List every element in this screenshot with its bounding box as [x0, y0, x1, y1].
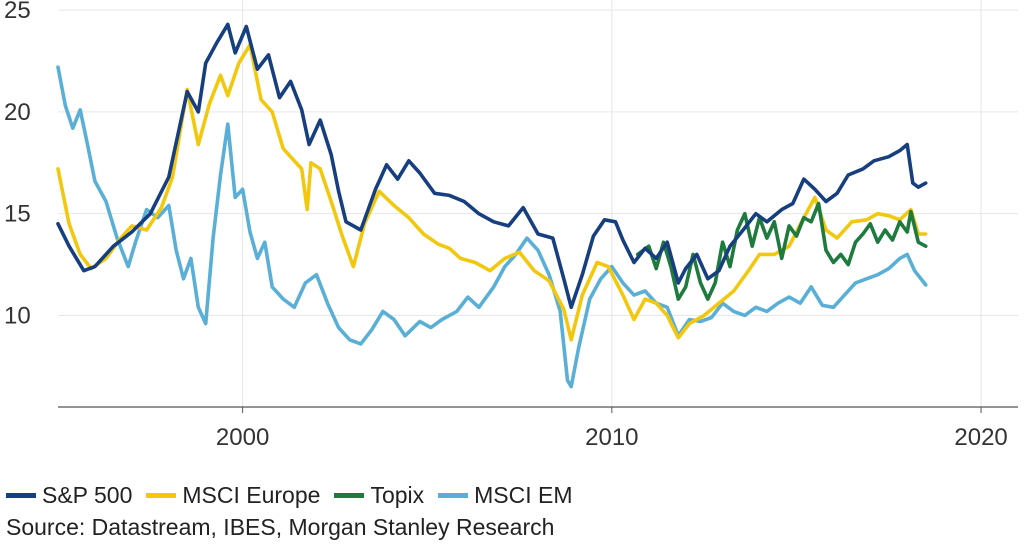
- series-line-topix: [635, 201, 928, 301]
- legend-swatch-msci-europe: [146, 493, 177, 498]
- legend-label-sp500: S&P 500: [42, 482, 133, 508]
- x-tick-label-2000: 2000: [216, 424, 269, 451]
- legend-item-msci-em: MSCI EM: [438, 482, 573, 509]
- legend-item-msci-europe: MSCI Europe: [146, 482, 320, 509]
- legend-item-sp500: S&P 500: [6, 482, 132, 509]
- y-tick-label-25: 25: [4, 0, 31, 24]
- chart-grid: [58, 0, 1018, 407]
- y-tick-label-15: 15: [4, 201, 31, 228]
- x-tick-label-2020: 2020: [954, 424, 1007, 451]
- legend-label-msci-europe: MSCI Europe: [182, 482, 321, 508]
- x-tick-label-2010: 2010: [585, 424, 638, 451]
- series-line-msci-europe: [56, 43, 928, 342]
- legend-swatch-topix: [334, 493, 365, 498]
- legend-label-topix: Topix: [370, 482, 425, 508]
- chart-legend: S&P 500 MSCI Europe Topix MSCI EM: [6, 482, 587, 509]
- chart-series: [56, 22, 928, 389]
- series-line-sp500: [56, 22, 928, 310]
- series-line-msci-em: [56, 65, 928, 389]
- y-tick-label-10: 10: [4, 302, 31, 329]
- chart-axes: 10 15 20 25 2000 2010 2020: [4, 0, 1018, 451]
- legend-swatch-msci-em: [438, 493, 469, 498]
- source-note: Source: Datastream, IBES, Morgan Stanley…: [6, 514, 555, 540]
- line-chart: 10 15 20 25 2000 2010 2020: [4, 0, 1018, 451]
- y-tick-label-20: 20: [4, 99, 31, 126]
- legend-item-topix: Topix: [334, 482, 424, 509]
- legend-swatch-sp500: [6, 493, 36, 498]
- legend-label-msci-em: MSCI EM: [474, 482, 573, 508]
